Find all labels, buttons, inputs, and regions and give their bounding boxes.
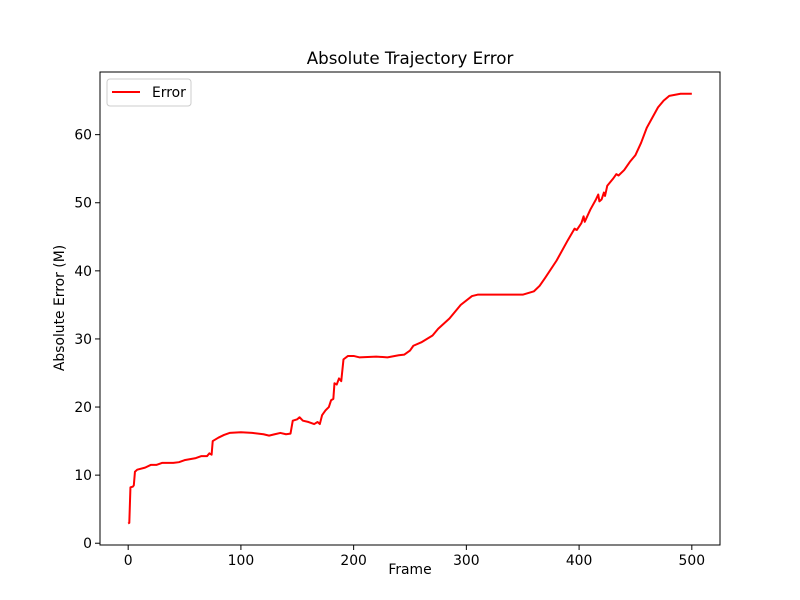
- y-tick-label: 60: [74, 128, 92, 144]
- data-line: [127, 92, 692, 525]
- y-tick-label: 0: [83, 536, 92, 552]
- plot-frame: [99, 71, 721, 546]
- y-tick-label: 30: [74, 332, 92, 348]
- y-axis-label: Absolute Error (M): [52, 245, 68, 371]
- chart-title: Absolute Trajectory Error: [307, 48, 514, 68]
- legend-box: [106, 78, 192, 107]
- x-axis-label: Frame: [388, 562, 431, 578]
- x-tick-label: 300: [453, 553, 480, 569]
- x-tick-label: 200: [340, 553, 367, 569]
- x-tick-label: 100: [228, 553, 255, 569]
- y-tick-label: 20: [74, 400, 92, 416]
- x-tick-label: 400: [566, 553, 593, 569]
- y-tick-label: 10: [74, 468, 92, 484]
- x-tick-label: 500: [679, 553, 706, 569]
- y-tick-label: 50: [74, 196, 92, 212]
- x-tick-label: 0: [124, 553, 133, 569]
- y-tick-label: 40: [74, 264, 92, 280]
- legend-label: Error: [152, 85, 186, 101]
